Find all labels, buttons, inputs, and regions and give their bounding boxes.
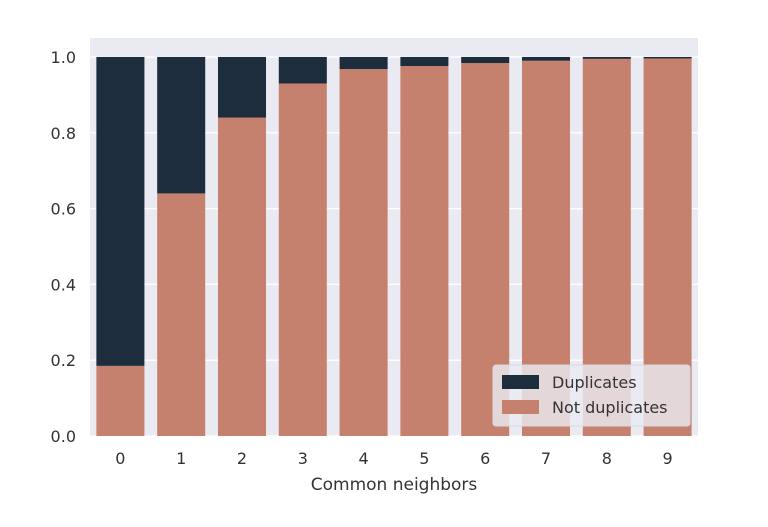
y-tick-label: 1.0 xyxy=(51,48,76,67)
x-tick-labels: 0 1 2 3 4 5 6 7 8 9 xyxy=(115,449,672,468)
bar-not-duplicates xyxy=(278,83,327,436)
x-tick-label: 2 xyxy=(237,449,247,468)
bar-duplicates xyxy=(278,56,327,84)
bar-duplicates xyxy=(461,56,510,64)
y-tick-labels: 0.0 0.2 0.4 0.6 0.8 1.0 xyxy=(51,48,76,446)
bar-not-duplicates xyxy=(96,365,145,436)
bar-duplicates xyxy=(339,56,388,70)
x-tick-label: 9 xyxy=(663,449,673,468)
x-tick-label: 0 xyxy=(115,449,125,468)
x-axis-label: Common neighbors xyxy=(311,475,478,495)
y-tick-label: 0.8 xyxy=(51,124,76,143)
bar-not-duplicates xyxy=(217,117,267,436)
bar-duplicates xyxy=(157,56,206,194)
x-tick-label: 5 xyxy=(419,449,429,468)
x-tick-label: 7 xyxy=(541,449,551,468)
x-tick-label: 3 xyxy=(298,449,308,468)
bar-duplicates xyxy=(582,56,631,59)
bar-duplicates xyxy=(643,56,692,59)
legend-box xyxy=(492,364,691,427)
bar-duplicates xyxy=(217,56,267,118)
x-tick-label: 6 xyxy=(480,449,490,468)
x-tick-label: 8 xyxy=(602,449,612,468)
bar-duplicates xyxy=(96,56,145,366)
bar-duplicates xyxy=(400,56,449,67)
legend-label-duplicates: Duplicates xyxy=(552,373,637,392)
bar-not-duplicates xyxy=(400,66,449,436)
legend-swatch-not-duplicates xyxy=(502,400,539,414)
legend: Duplicates Not duplicates xyxy=(492,364,691,427)
bar-not-duplicates xyxy=(339,69,388,436)
x-tick-label: 4 xyxy=(359,449,369,468)
bar-not-duplicates xyxy=(157,193,206,436)
y-tick-label: 0.0 xyxy=(51,427,76,446)
y-tick-label: 0.6 xyxy=(51,200,76,219)
legend-swatch-duplicates xyxy=(502,375,539,389)
y-tick-label: 0.2 xyxy=(51,351,76,370)
bar-duplicates xyxy=(521,56,571,61)
legend-label-not-duplicates: Not duplicates xyxy=(552,398,668,417)
y-tick-label: 0.4 xyxy=(51,275,76,294)
x-tick-label: 1 xyxy=(176,449,186,468)
